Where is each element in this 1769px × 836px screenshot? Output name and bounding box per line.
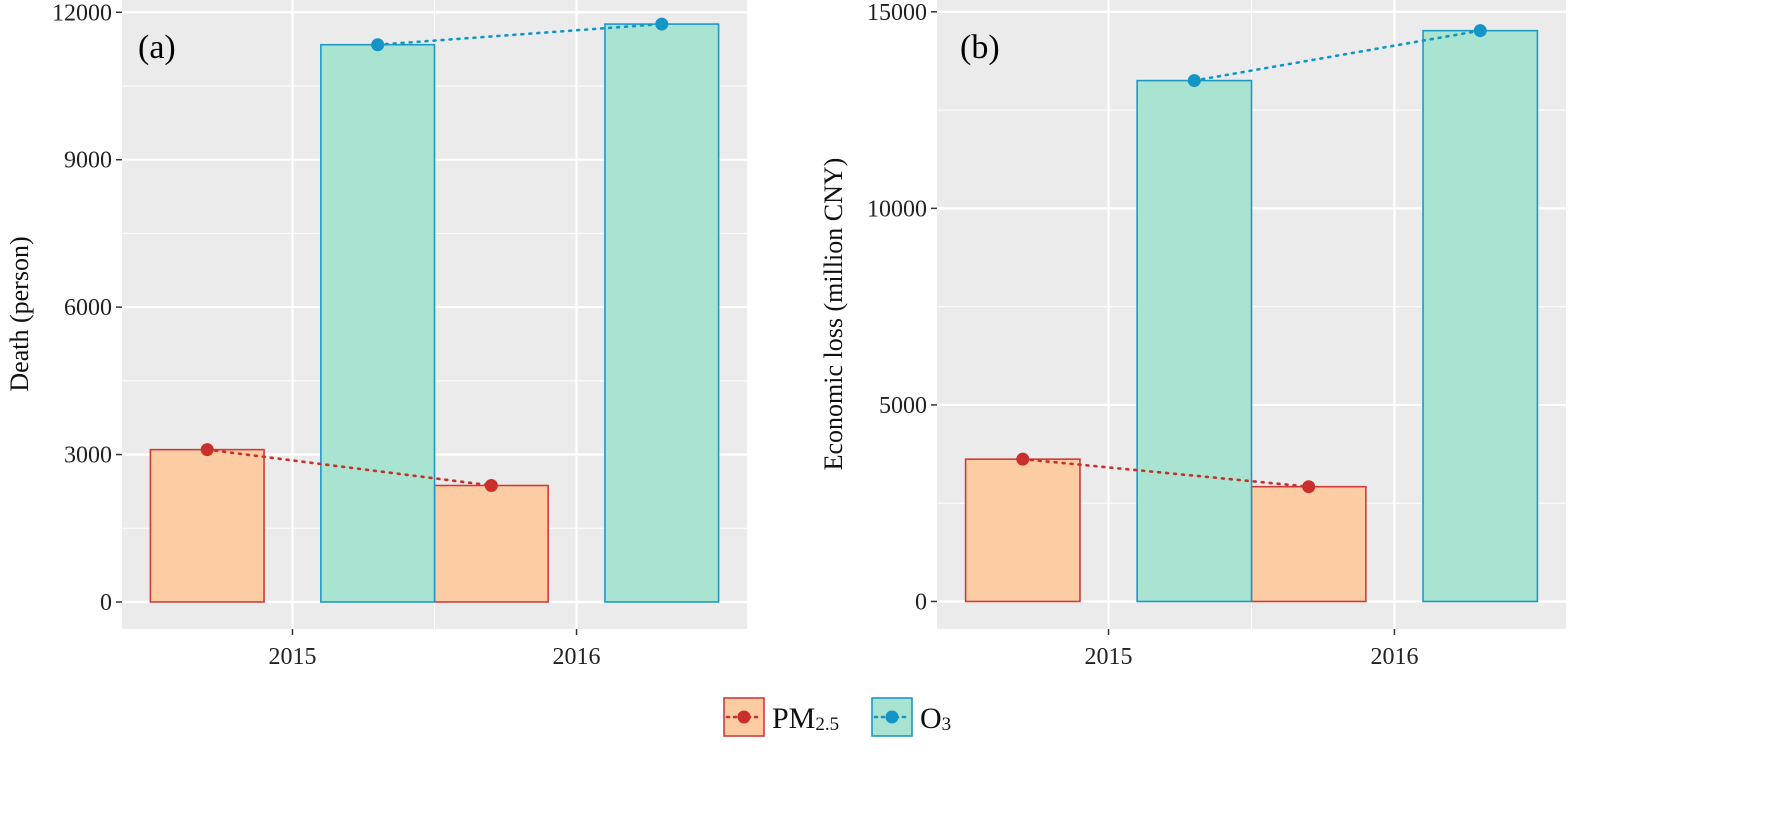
legend-marker-pm25: [737, 710, 751, 724]
point-pm25-2016: [484, 479, 498, 493]
point-pm25-2016: [1302, 480, 1316, 494]
bar-pm25-2015: [149, 448, 265, 603]
bar-pm25-2016: [1250, 485, 1367, 603]
legend-label-main: PM: [772, 702, 815, 735]
legend: PM2.5 O3: [723, 697, 951, 737]
legend-marker-o3: [885, 710, 899, 724]
legend-label-main: O: [920, 702, 942, 735]
y-axis-title: Economic loss (million CNY): [819, 158, 848, 471]
panel-b: 0 5000 10000 15000 2015 2016 (b) Economic loss …: [819, 0, 1566, 670]
bar-pm25-2016: [433, 484, 549, 603]
y-tick-label: 3000: [64, 443, 112, 469]
point-pm25-2015: [200, 443, 214, 457]
y-tick-label: 0: [915, 589, 927, 615]
y-tick-label: 10000: [867, 196, 927, 222]
y-tick-label: 15000: [867, 0, 927, 26]
point-pm25-2015: [1016, 452, 1030, 466]
series-line-pm25: [1021, 457, 1310, 488]
y-tick-label: 9000: [64, 148, 112, 174]
y-axis-title: Death (person): [5, 236, 34, 391]
y-tick-label: 12000: [52, 0, 112, 26]
legend-label-subscript: 3: [942, 714, 952, 735]
legend-label-pm25: PM2.5: [772, 702, 839, 735]
y-tick-label: 5000: [879, 393, 927, 419]
y-tick-label: 0: [100, 590, 112, 616]
point-o3-2015: [1187, 74, 1201, 88]
bar-o3-2016: [604, 23, 720, 603]
y-tick-label: 6000: [64, 295, 112, 321]
bar-o3-2015: [320, 43, 436, 603]
series-line-o3: [1193, 29, 1482, 82]
x-tick-label: 2015: [1085, 644, 1133, 670]
x-tick-label: 2015: [268, 644, 316, 670]
bar-pm25-2015: [964, 458, 1081, 603]
x-tick-label: 2016: [1370, 644, 1418, 670]
bar-o3-2015: [1136, 79, 1253, 603]
panel-label: (a): [138, 29, 176, 66]
x-tick-label: 2016: [553, 644, 601, 670]
series-line-o3: [376, 22, 664, 47]
point-o3-2016: [655, 17, 669, 31]
legend-label-subscript: 2.5: [815, 714, 839, 735]
panel-label: (b): [960, 29, 1000, 66]
point-o3-2015: [371, 38, 385, 52]
legend-label-o3: O3: [920, 702, 951, 735]
point-o3-2016: [1473, 24, 1487, 38]
series-line-pm25: [205, 448, 493, 487]
panel-a: 0 3000 6000 9000 12000 2015 2016 (a) Death (pers…: [5, 0, 747, 670]
bar-o3-2016: [1422, 29, 1539, 603]
